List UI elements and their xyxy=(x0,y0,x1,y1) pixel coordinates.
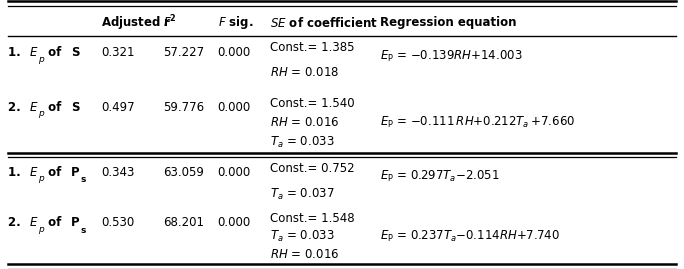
Text: 0.530: 0.530 xyxy=(101,216,135,229)
Text: $\mathit{T}_{a}$ = 0.037: $\mathit{T}_{a}$ = 0.037 xyxy=(270,187,334,202)
Text: $\mathit{p}$: $\mathit{p}$ xyxy=(38,225,45,236)
Text: $\mathit{F}$ sig.: $\mathit{F}$ sig. xyxy=(218,14,253,31)
Text: Const.= 1.385: Const.= 1.385 xyxy=(270,41,355,54)
Text: 2.: 2. xyxy=(8,101,25,114)
Text: $\mathit{RH}$ = 0.016: $\mathit{RH}$ = 0.016 xyxy=(270,248,339,261)
Text: $\mathit{T}_{a}$ = 0.033: $\mathit{T}_{a}$ = 0.033 xyxy=(270,229,334,244)
Text: 1.: 1. xyxy=(8,46,25,59)
Text: $\mathit{p}$: $\mathit{p}$ xyxy=(38,109,45,121)
Text: $E_{\mathrm{P}}$ = 0.297$\mathit{T}_{a}$−2.051: $E_{\mathrm{P}}$ = 0.297$\mathit{T}_{a}$… xyxy=(380,168,499,184)
Text: $\mathit{E}$: $\mathit{E}$ xyxy=(29,46,38,59)
Text: of: of xyxy=(44,216,65,229)
Text: $\mathit{p}$: $\mathit{p}$ xyxy=(38,174,45,185)
Text: 63.059: 63.059 xyxy=(163,166,204,179)
Text: Const.= 1.540: Const.= 1.540 xyxy=(270,97,355,110)
Text: $E_{\mathrm{P}}$ = −0.139$\mathit{RH}$+14.003: $E_{\mathrm{P}}$ = −0.139$\mathit{RH}$+1… xyxy=(380,49,522,64)
Text: 1.: 1. xyxy=(8,166,25,179)
Text: 68.201: 68.201 xyxy=(163,216,204,229)
Text: 0.000: 0.000 xyxy=(218,166,251,179)
Text: $\mathit{E}$: $\mathit{E}$ xyxy=(29,101,38,114)
Text: Adjusted r$^{\mathbf{2}}$: Adjusted r$^{\mathbf{2}}$ xyxy=(101,13,177,33)
Text: $\mathit{p}$: $\mathit{p}$ xyxy=(38,55,45,66)
Text: of: of xyxy=(44,101,65,114)
Text: 0.343: 0.343 xyxy=(101,166,135,179)
Text: P: P xyxy=(71,166,80,179)
Text: $E_{\mathrm{P}}$ = −0.111 $\mathit{RH}$+0.212$\mathit{T}_{a}$ +7.660: $E_{\mathrm{P}}$ = −0.111 $\mathit{RH}$+… xyxy=(380,115,575,130)
Text: S: S xyxy=(71,46,79,59)
Text: $\mathit{SE}$ of coefficient: $\mathit{SE}$ of coefficient xyxy=(270,16,378,30)
Text: s: s xyxy=(80,225,86,235)
Text: $\mathit{RH}$ = 0.016: $\mathit{RH}$ = 0.016 xyxy=(270,116,339,129)
Text: 2.: 2. xyxy=(8,216,25,229)
Text: 57.227: 57.227 xyxy=(163,46,204,59)
Text: $\mathit{RH}$ = 0.018: $\mathit{RH}$ = 0.018 xyxy=(270,66,339,79)
Text: S: S xyxy=(71,101,79,114)
Text: Regression equation: Regression equation xyxy=(380,16,516,29)
Text: $\mathit{E}$: $\mathit{E}$ xyxy=(29,216,38,229)
Text: 59.776: 59.776 xyxy=(163,101,204,114)
Text: 0.000: 0.000 xyxy=(218,101,251,114)
Text: $\mathit{E}$: $\mathit{E}$ xyxy=(29,166,38,179)
Text: $E_{\mathrm{P}}$ = 0.237$\mathit{T}_{a}$−0.114$\mathit{RH}$+7.740: $E_{\mathrm{P}}$ = 0.237$\mathit{T}_{a}$… xyxy=(380,229,560,244)
Text: of: of xyxy=(44,46,65,59)
Text: P: P xyxy=(71,216,80,229)
Text: s: s xyxy=(80,175,86,184)
Text: Const.= 1.548: Const.= 1.548 xyxy=(270,212,355,225)
Text: 0.000: 0.000 xyxy=(218,216,251,229)
Text: 0.497: 0.497 xyxy=(101,101,135,114)
Text: 0.321: 0.321 xyxy=(101,46,135,59)
Text: $\mathit{F}$: $\mathit{F}$ xyxy=(163,16,172,29)
Text: 0.000: 0.000 xyxy=(218,46,251,59)
Text: $\mathit{T}_{a}$ = 0.033: $\mathit{T}_{a}$ = 0.033 xyxy=(270,135,334,150)
Text: Const.= 0.752: Const.= 0.752 xyxy=(270,162,355,175)
Text: of: of xyxy=(44,166,65,179)
